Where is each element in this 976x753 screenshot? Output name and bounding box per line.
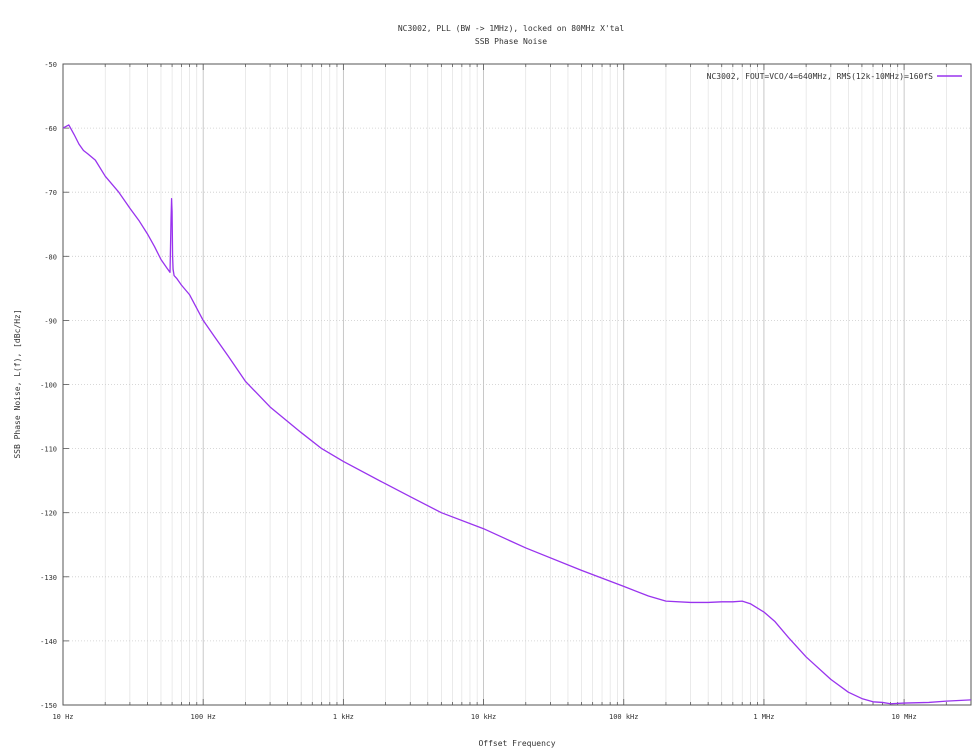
x-tick-label: 1 MHz — [753, 713, 774, 721]
y-tick-label: -110 — [40, 446, 57, 454]
y-axis-label: SSB Phase Noise, L(f), [dBc/Hz] — [13, 309, 22, 458]
x-tick-label: 10 MHz — [891, 713, 916, 721]
y-tick-label: -150 — [40, 702, 57, 710]
y-tick-label: -130 — [40, 574, 57, 582]
y-tick-label: -90 — [44, 317, 57, 325]
y-tick-label: -60 — [44, 125, 57, 133]
x-axis-label: Offset Frequency — [478, 739, 555, 748]
x-tick-label: 100 Hz — [191, 713, 216, 721]
y-tick-label: -70 — [44, 189, 57, 197]
axis-ticks: -50 -60 -70 -80 -90 -100 -110 -120 -130 -140 -150 1… — [40, 61, 972, 721]
y-tick-label: -100 — [40, 382, 57, 390]
y-tick-label: -50 — [44, 61, 57, 69]
chart-title: NC3002, PLL (BW -> 1MHz), locked on 80MH… — [398, 24, 625, 33]
plot-area-frame — [62, 63, 972, 706]
grid-lines — [62, 63, 972, 706]
chart-subtitle: SSB Phase Noise — [475, 37, 547, 46]
x-tick-label: 10 Hz — [52, 713, 73, 721]
x-tick-label: 100 kHz — [609, 713, 639, 721]
y-tick-label: -80 — [44, 253, 57, 261]
y-tick-label: -120 — [40, 510, 57, 518]
x-tick-label: 1 kHz — [333, 713, 354, 721]
y-tick-label: -140 — [40, 638, 57, 646]
series-line-0 — [62, 124, 972, 705]
series-layer — [62, 124, 972, 705]
legend-entry-label: NC3002, FOUT=VCO/4=640MHz, RMS(12k-10MHz… — [707, 72, 934, 81]
legend: NC3002, FOUT=VCO/4=640MHz, RMS(12k-10MHz… — [707, 72, 962, 81]
x-tick-label: 10 kHz — [471, 713, 496, 721]
